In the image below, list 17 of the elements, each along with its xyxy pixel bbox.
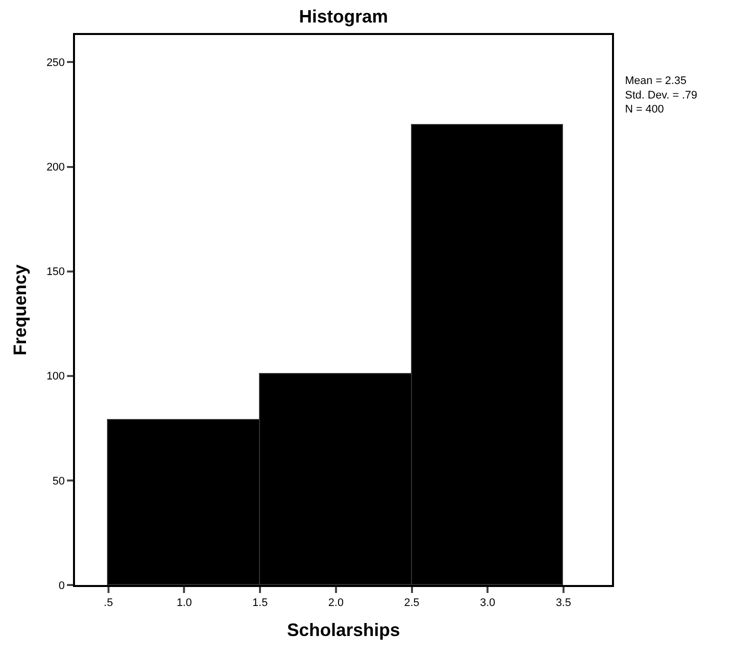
x-tick-label: 3.0 <box>480 597 496 610</box>
y-tick-label: 0 <box>58 580 65 592</box>
x-tick-label: 2.0 <box>328 597 344 610</box>
text: Mean = 2.35 Std. Dev. = .79 N = 400 <box>625 75 698 116</box>
x-tick-label: .5 <box>104 597 113 610</box>
y-tick-label: 250 <box>46 57 65 70</box>
x-tick-label: 3.5 <box>556 597 572 610</box>
x-tick-label: 1.0 <box>176 597 192 610</box>
x-tick-label: 1.5 <box>252 597 268 610</box>
y-tick-label: 200 <box>46 162 65 174</box>
x-tick-label: 2.5 <box>404 597 420 610</box>
y-tick-label: 100 <box>46 370 65 383</box>
y-tick-label: 150 <box>46 266 65 278</box>
x-axis-title: Scholarships <box>286 620 400 640</box>
y-axis-title: Frequency <box>10 264 30 356</box>
y-tick-label: 50 <box>52 475 65 488</box>
chart-title: Histogram <box>298 6 388 26</box>
